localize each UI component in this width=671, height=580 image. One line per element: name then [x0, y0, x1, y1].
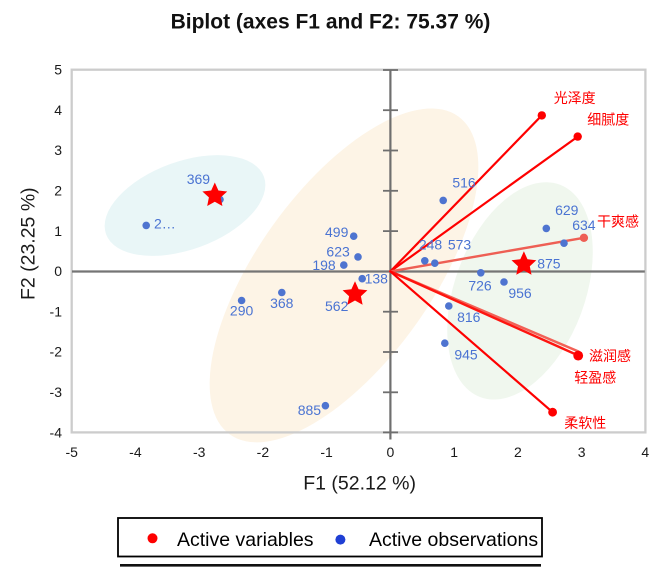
svg-text:369: 369 [187, 171, 211, 187]
svg-text:290: 290 [230, 303, 254, 319]
svg-text:2…: 2… [154, 215, 176, 231]
svg-text:3: 3 [54, 142, 62, 158]
svg-text:Biplot (axes F1 and F2: 75.37: Biplot (axes F1 and F2: 75.37 %) [171, 11, 491, 34]
svg-text:4: 4 [641, 444, 649, 460]
svg-text:2: 2 [54, 183, 62, 199]
svg-text:629: 629 [555, 202, 579, 218]
svg-text:2: 2 [514, 444, 522, 460]
svg-text:0: 0 [54, 263, 62, 279]
svg-text:138: 138 [365, 270, 389, 286]
svg-text:816: 816 [457, 309, 481, 325]
svg-text:Active observations: Active observations [369, 529, 538, 551]
svg-text:634: 634 [572, 217, 596, 233]
svg-text:1: 1 [54, 223, 62, 239]
svg-text:198: 198 [312, 257, 336, 273]
svg-text:945: 945 [454, 347, 478, 363]
svg-text:Active variables: Active variables [177, 529, 314, 551]
svg-text:-2: -2 [257, 444, 270, 460]
svg-text:干爽感: 干爽感 [597, 213, 639, 229]
svg-text:3: 3 [578, 444, 586, 460]
svg-text:5: 5 [54, 62, 62, 78]
svg-text:-2: -2 [50, 344, 63, 360]
svg-text:499: 499 [325, 224, 349, 240]
svg-text:0: 0 [387, 444, 395, 460]
svg-text:-5: -5 [65, 444, 78, 460]
svg-text:细腻度: 细腻度 [587, 112, 629, 128]
svg-text:516: 516 [452, 175, 476, 191]
svg-text:623: 623 [326, 244, 350, 260]
svg-text:248: 248 [419, 237, 443, 253]
svg-text:F1 (52.12 %): F1 (52.12 %) [303, 473, 416, 495]
svg-text:-3: -3 [193, 444, 206, 460]
svg-text:轻盈感: 轻盈感 [574, 370, 616, 386]
svg-text:-4: -4 [50, 424, 63, 440]
svg-text:885: 885 [298, 402, 322, 418]
svg-text:956: 956 [508, 285, 532, 301]
svg-text:滋润感: 滋润感 [589, 348, 631, 364]
svg-text:F2 (23.25 %): F2 (23.25 %) [18, 187, 40, 300]
svg-text:-4: -4 [129, 444, 142, 460]
svg-text:875: 875 [537, 255, 561, 271]
svg-text:1: 1 [450, 444, 458, 460]
svg-text:柔软性: 柔软性 [564, 415, 606, 431]
svg-text:-3: -3 [50, 384, 63, 400]
svg-text:573: 573 [448, 237, 472, 253]
svg-text:726: 726 [468, 278, 492, 294]
svg-text:-1: -1 [320, 444, 333, 460]
svg-text:光泽度: 光泽度 [554, 90, 596, 106]
svg-text:368: 368 [270, 295, 294, 311]
svg-text:4: 4 [54, 102, 62, 118]
svg-text:562: 562 [325, 298, 349, 314]
svg-text:-1: -1 [50, 303, 63, 319]
